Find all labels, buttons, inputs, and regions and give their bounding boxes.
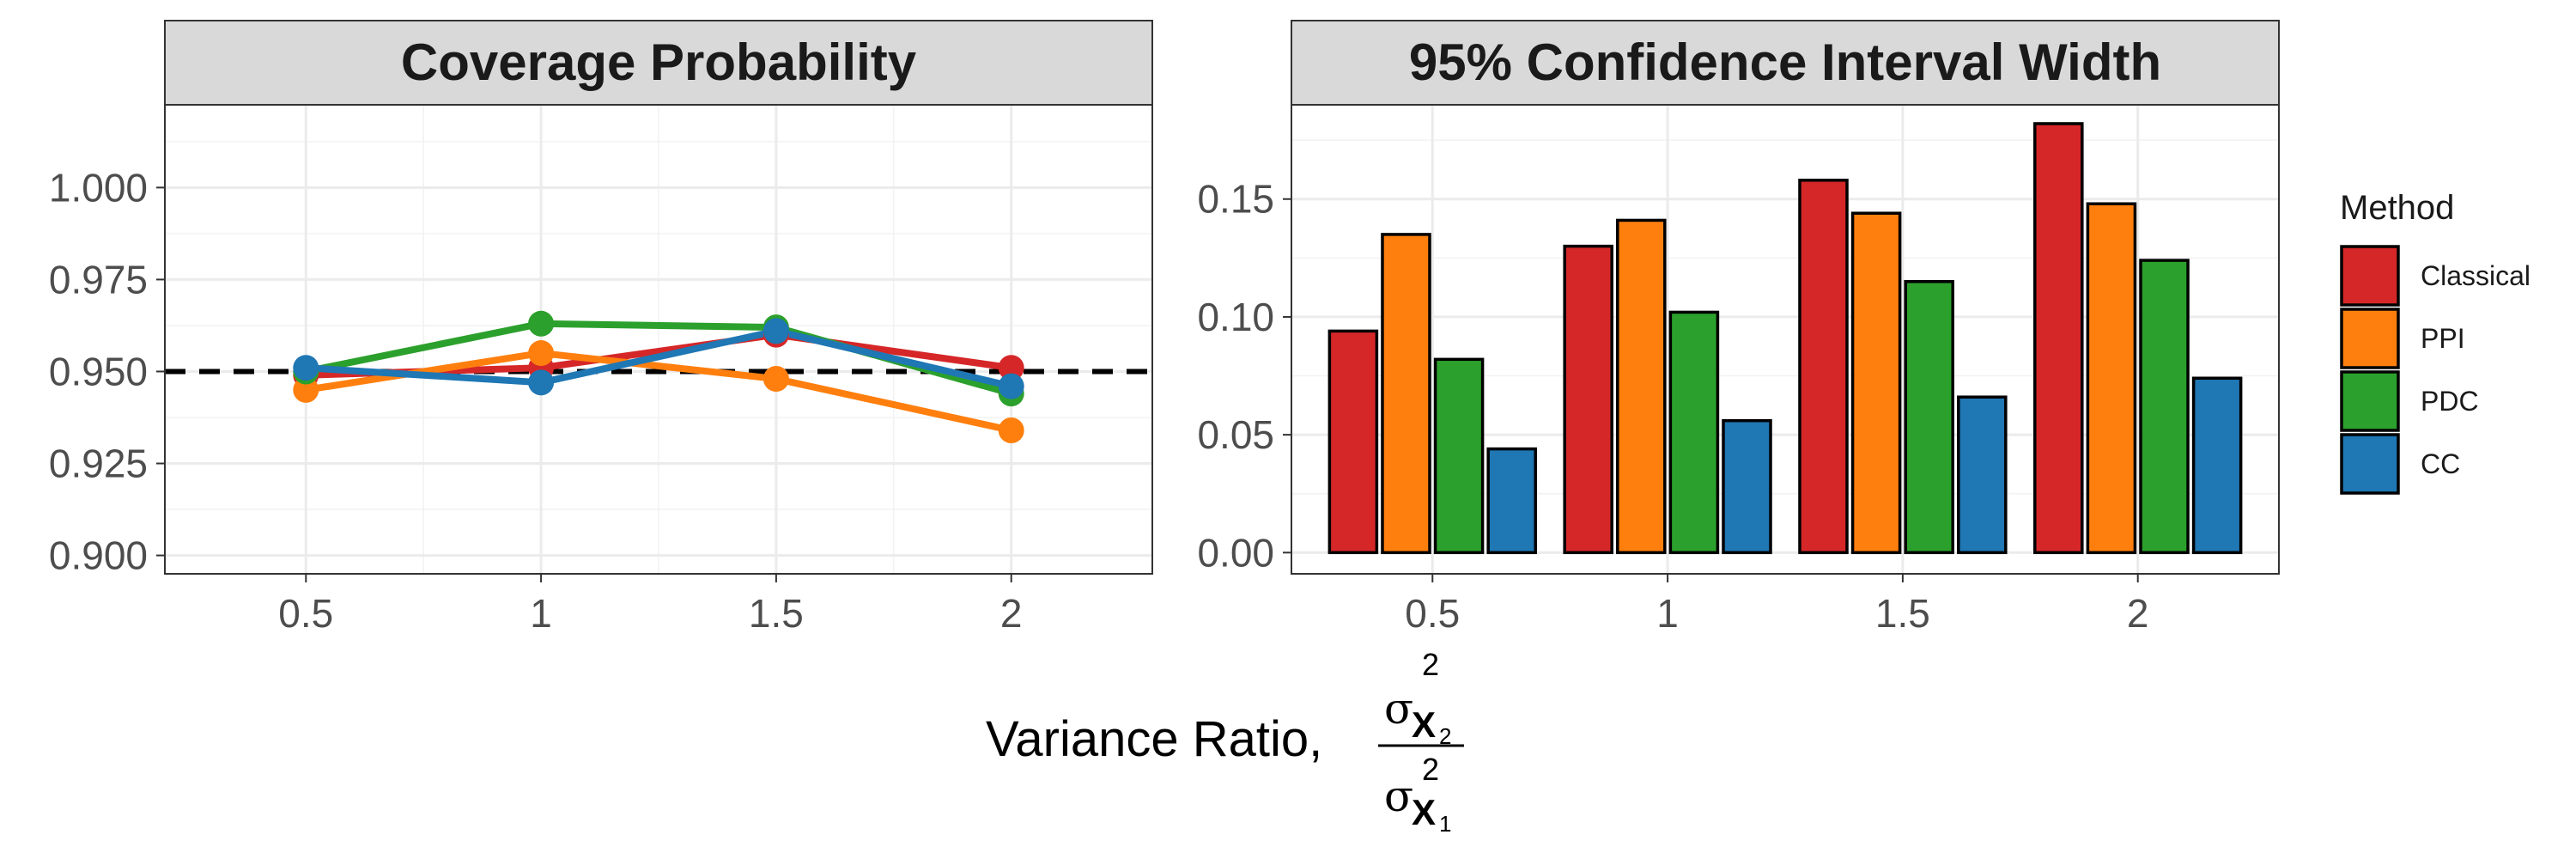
bar-classical [1563,244,1613,555]
ci-width-panel: 95% Confidence Interval Width 0.00 0.05 0.… [1197,20,2280,636]
legend: Method Classical PPI PDC CC [2340,189,2530,495]
legend-label-pdc: PDC [2421,386,2479,417]
coverage-panel: Coverage Probability 0.900 0.925 0.950 0.97… [49,20,1153,636]
denominator-sub: X [1412,792,1436,832]
numerator-sigma: σ [1384,684,1413,734]
x-tick-label: 0.5 [278,591,333,636]
legend-label-classical: Classical [2421,260,2530,291]
x-tick-label: 1.5 [1875,591,1930,636]
legend-key-ppi [2340,308,2400,369]
numerator-subsub: 2 [1439,723,1451,749]
point-pdc [528,310,555,337]
point-ppi [762,366,789,393]
legend-title: Method [2340,189,2454,227]
x-tick-label: 1 [530,591,552,636]
x-tick-label: 1.5 [749,591,804,636]
point-cc [293,355,319,381]
bar-ppi [2086,202,2137,555]
legend-key-pdc [2340,370,2400,432]
point-cc [762,318,789,344]
bar-cc [1957,395,2008,555]
y-tick-label: 0.900 [49,533,148,578]
y-tick-label: 0.925 [49,442,148,486]
bar-pdc [1433,357,1485,555]
bar-cc [2191,376,2243,555]
x-tick-label: 2 [2127,591,2149,636]
y-tick-label: 0.975 [49,257,148,302]
series-line-ppi [305,350,1012,434]
numerator-sup: 2 [1422,647,1439,682]
ci-width-title: 95% Confidence Interval Width [1409,34,2161,91]
legend-key-classical [2340,245,2400,307]
point-ppi [528,340,555,367]
bar-ppi [1381,233,1431,555]
x-tick-label: 1 [1656,591,1679,636]
denominator-sup: 2 [1422,752,1439,787]
numerator-sub: X [1412,704,1436,745]
bar-pdc [1668,310,1720,555]
bar-cc [1722,418,1772,555]
y-tick-label: 0.15 [1197,177,1274,222]
x-tick-label: 2 [1000,591,1023,636]
legend-key-cc [2340,433,2400,495]
bar-classical [2033,122,2084,555]
bar-pdc [2139,259,2190,555]
bar-classical [1798,179,1849,555]
y-tick-label: 1.000 [49,165,148,210]
bar-ppi [1616,218,1667,555]
y-tick-label: 0.950 [49,349,148,393]
x-tick-label: 0.5 [1405,591,1460,636]
bar-pdc [1904,280,1954,555]
bar-ppi [1850,211,1902,555]
point-ppi [998,417,1024,443]
denominator-sigma: σ [1384,771,1413,821]
coverage-title: Coverage Probability [401,34,917,91]
ci-width-strip [1291,20,2280,106]
bar-cc [1486,447,1537,555]
series-line-cc [306,327,1012,390]
y-tick-label: 0.05 [1197,412,1274,457]
denominator-subsub: 1 [1439,811,1451,837]
y-tick-label: 0.10 [1197,295,1274,339]
y-tick-label: 0.00 [1197,530,1274,575]
legend-label-ppi: PPI [2421,323,2465,354]
bar-classical [1327,329,1379,555]
coverage-strip [164,20,1153,106]
x-axis-label-text: Variance Ratio, [986,711,1322,767]
point-ppi [293,376,319,403]
coverage-panel-border [164,104,1153,575]
legend-label-cc: CC [2421,448,2460,479]
ci-width-panel-border [1291,104,2280,575]
x-axis-label: Variance Ratio, σ 2 X 2 σ 2 X 1 [986,647,1464,837]
point-classical [998,355,1024,381]
point-cc [998,373,1024,399]
point-cc [528,369,555,396]
